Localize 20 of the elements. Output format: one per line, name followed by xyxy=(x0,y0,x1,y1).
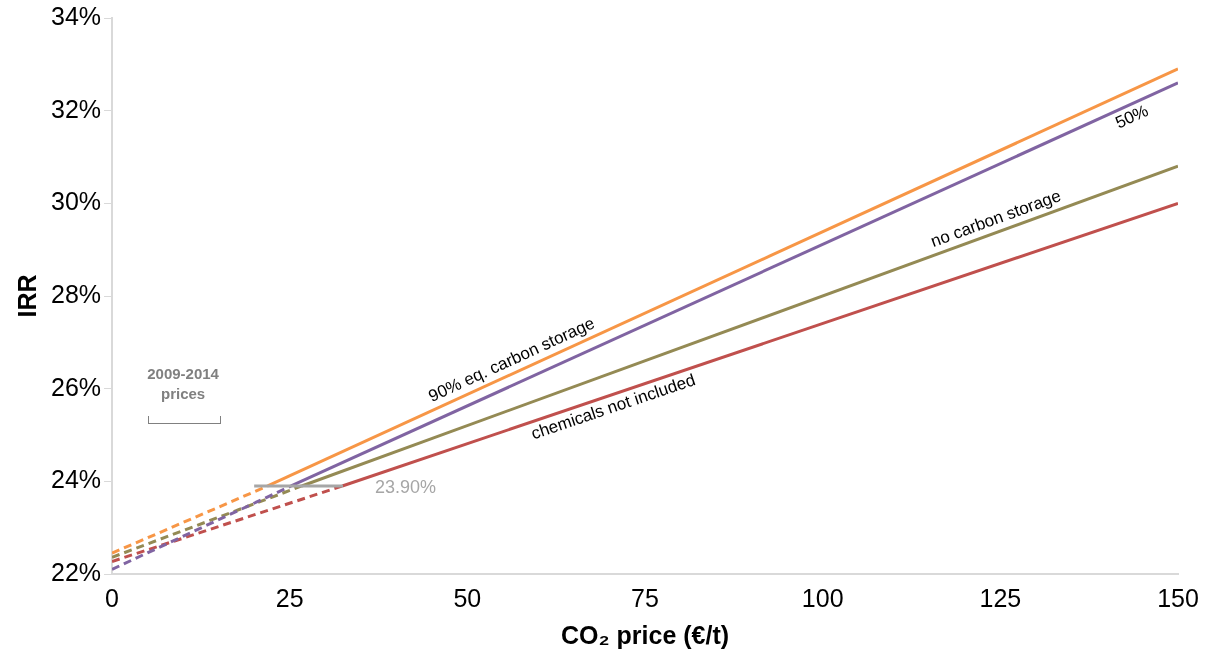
y-tick-label: 26% xyxy=(50,372,102,401)
y-tick-label: 30% xyxy=(50,187,102,216)
x-axis-title: CO₂ price (€/t) xyxy=(560,620,730,649)
y-tick-label: 28% xyxy=(50,279,102,308)
x-tick-label: 0 xyxy=(105,583,119,612)
ref-line-label: 23.90% xyxy=(374,476,437,497)
x-tick-label: 75 xyxy=(631,583,659,612)
x-tick-label: 100 xyxy=(801,583,844,612)
text: no carbon storage xyxy=(928,186,1064,251)
y-tick-label: 22% xyxy=(50,557,102,586)
x-tick-label: 150 xyxy=(1157,583,1199,612)
x-tick-label: 25 xyxy=(275,583,304,612)
annotation: 2009-2014 prices xyxy=(146,364,220,405)
x-tick-label: 125 xyxy=(979,583,1022,612)
text: 50% xyxy=(1112,101,1152,133)
x-tick-label: 50 xyxy=(453,583,482,612)
y-tick-label: 32% xyxy=(50,94,102,123)
y-axis-title: IRR xyxy=(12,274,41,318)
y-tick-label: 24% xyxy=(50,465,102,494)
y-tick-label: 34% xyxy=(50,1,102,30)
